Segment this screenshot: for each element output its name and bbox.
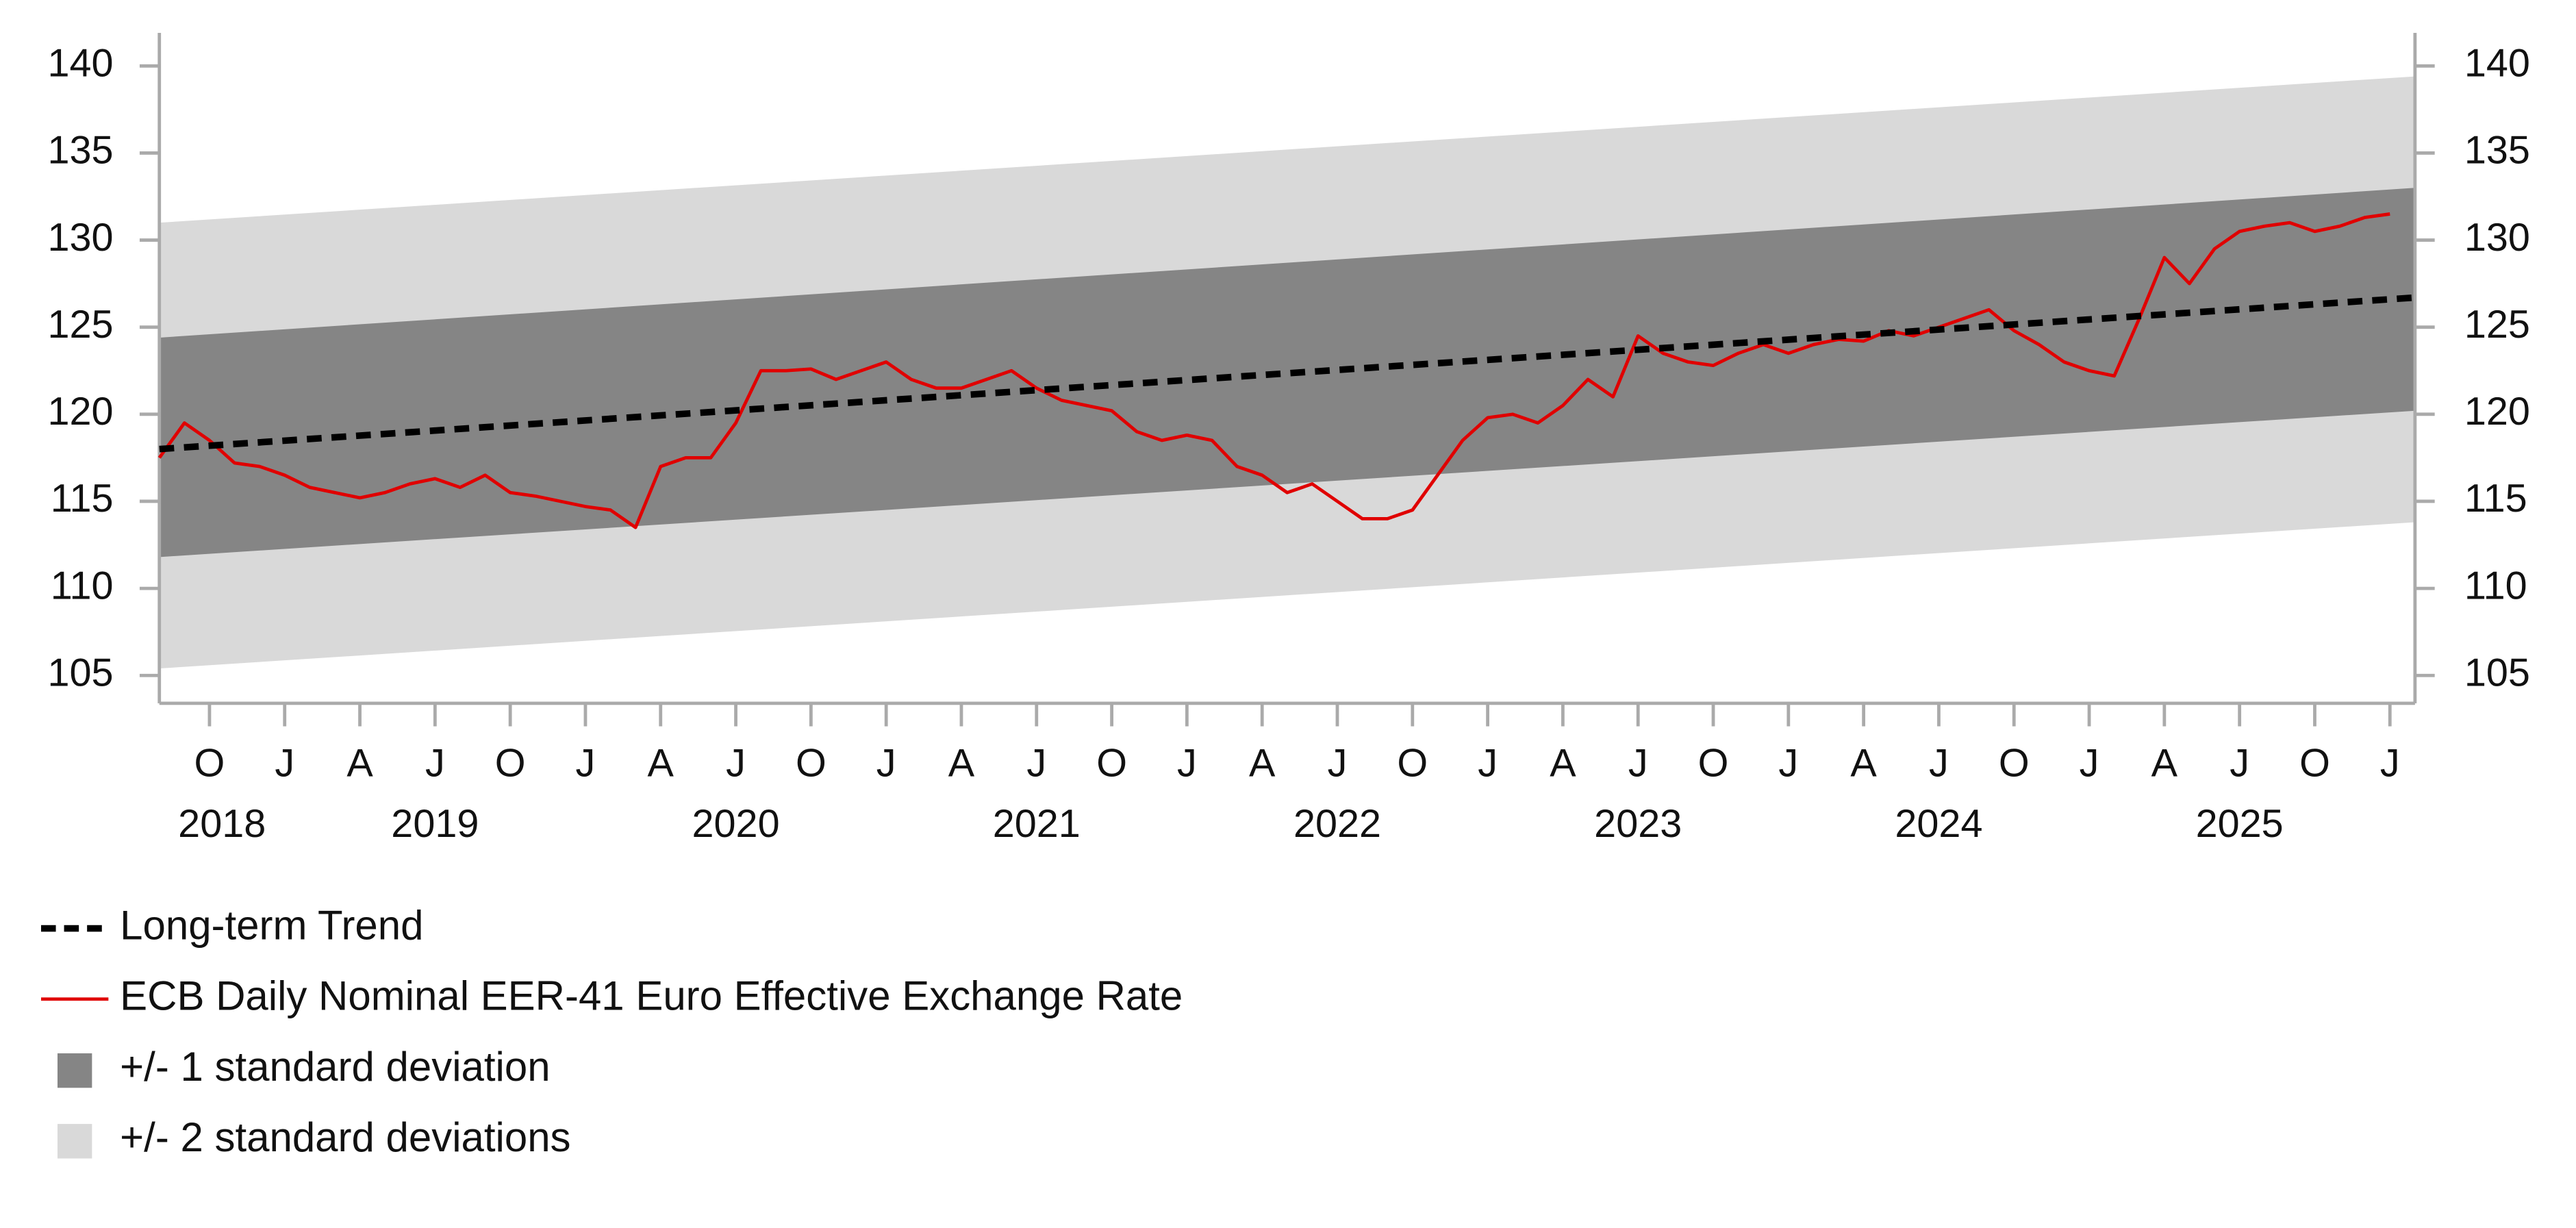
x-tick-label: J <box>576 741 596 785</box>
year-label: 2024 <box>1895 802 1982 846</box>
x-tick-label: J <box>1026 741 1046 785</box>
legend-swatch <box>57 1124 92 1159</box>
trend-line <box>159 294 2416 453</box>
x-tick-label: J <box>876 741 896 785</box>
x-tick-label: J <box>1328 741 1348 785</box>
y2-tick-label: 135 <box>2464 129 2530 173</box>
x-tick-label: O <box>1999 741 2030 785</box>
y-tick-label: 115 <box>51 477 114 521</box>
y-tick-label: 105 <box>47 651 113 694</box>
x-tick-label: O <box>495 741 526 785</box>
y-tick-label: 140 <box>47 42 113 86</box>
x-tick-label: J <box>1628 741 1648 785</box>
y2-tick-label: 140 <box>2464 42 2530 86</box>
x-tick-label: J <box>1778 741 1798 785</box>
x-tick-label: J <box>1177 741 1197 785</box>
y2-tick-label: 130 <box>2464 216 2530 260</box>
x-tick-label: O <box>1397 741 1428 785</box>
y2-tick-label: 105 <box>2464 651 2530 694</box>
year-label: 2018 <box>178 802 266 846</box>
x-tick-label: J <box>425 741 445 785</box>
y-tick-label: 120 <box>47 390 113 434</box>
x-tick-label: A <box>648 741 674 785</box>
x-tick-label: O <box>1698 741 1729 785</box>
y-tick-label: 135 <box>47 129 113 173</box>
x-tick-label: J <box>726 741 746 785</box>
year-label: 2020 <box>692 802 780 846</box>
x-tick-label: J <box>2230 741 2249 785</box>
x-tick-label: A <box>1249 741 1276 785</box>
legend-label: Long-term Trend <box>120 902 423 948</box>
series-line <box>157 212 2390 529</box>
x-tick-label: J <box>1929 741 1949 785</box>
y2-tick-label: 110 <box>2464 564 2527 607</box>
year-label: 2025 <box>2196 802 2284 846</box>
y-tick-label: 125 <box>47 303 113 347</box>
y-tick-label: 130 <box>47 216 113 260</box>
x-tick-label: A <box>2151 741 2178 785</box>
x-tick-label: A <box>948 741 975 785</box>
x-tick-label: J <box>275 741 294 785</box>
x-tick-label: J <box>2080 741 2099 785</box>
year-label: 2022 <box>1293 802 1381 846</box>
x-tick-label: A <box>346 741 373 785</box>
x-tick-label: O <box>2299 741 2330 785</box>
legend-label: ECB Daily Nominal EER-41 Euro Effective … <box>120 973 1183 1019</box>
x-tick-label: A <box>1850 741 1877 785</box>
year-label: 2023 <box>1594 802 1682 846</box>
y2-tick-label: 125 <box>2464 303 2530 347</box>
x-tick-label: J <box>2380 741 2400 785</box>
x-tick-label: O <box>194 741 225 785</box>
legend-label: +/- 1 standard deviation <box>120 1044 550 1090</box>
year-label: 2021 <box>993 802 1081 846</box>
band <box>159 188 2415 557</box>
year-label: 2019 <box>391 802 479 846</box>
y-tick-label: 110 <box>51 564 114 607</box>
y2-tick-label: 115 <box>2464 477 2527 521</box>
x-tick-label: O <box>796 741 826 785</box>
x-tick-label: J <box>1478 741 1498 785</box>
x-tick-label: O <box>1096 741 1127 785</box>
legend-label: +/- 2 standard deviations <box>120 1114 570 1160</box>
x-tick-label: A <box>1550 741 1576 785</box>
y2-tick-label: 120 <box>2464 390 2530 434</box>
legend-swatch <box>57 1053 92 1088</box>
